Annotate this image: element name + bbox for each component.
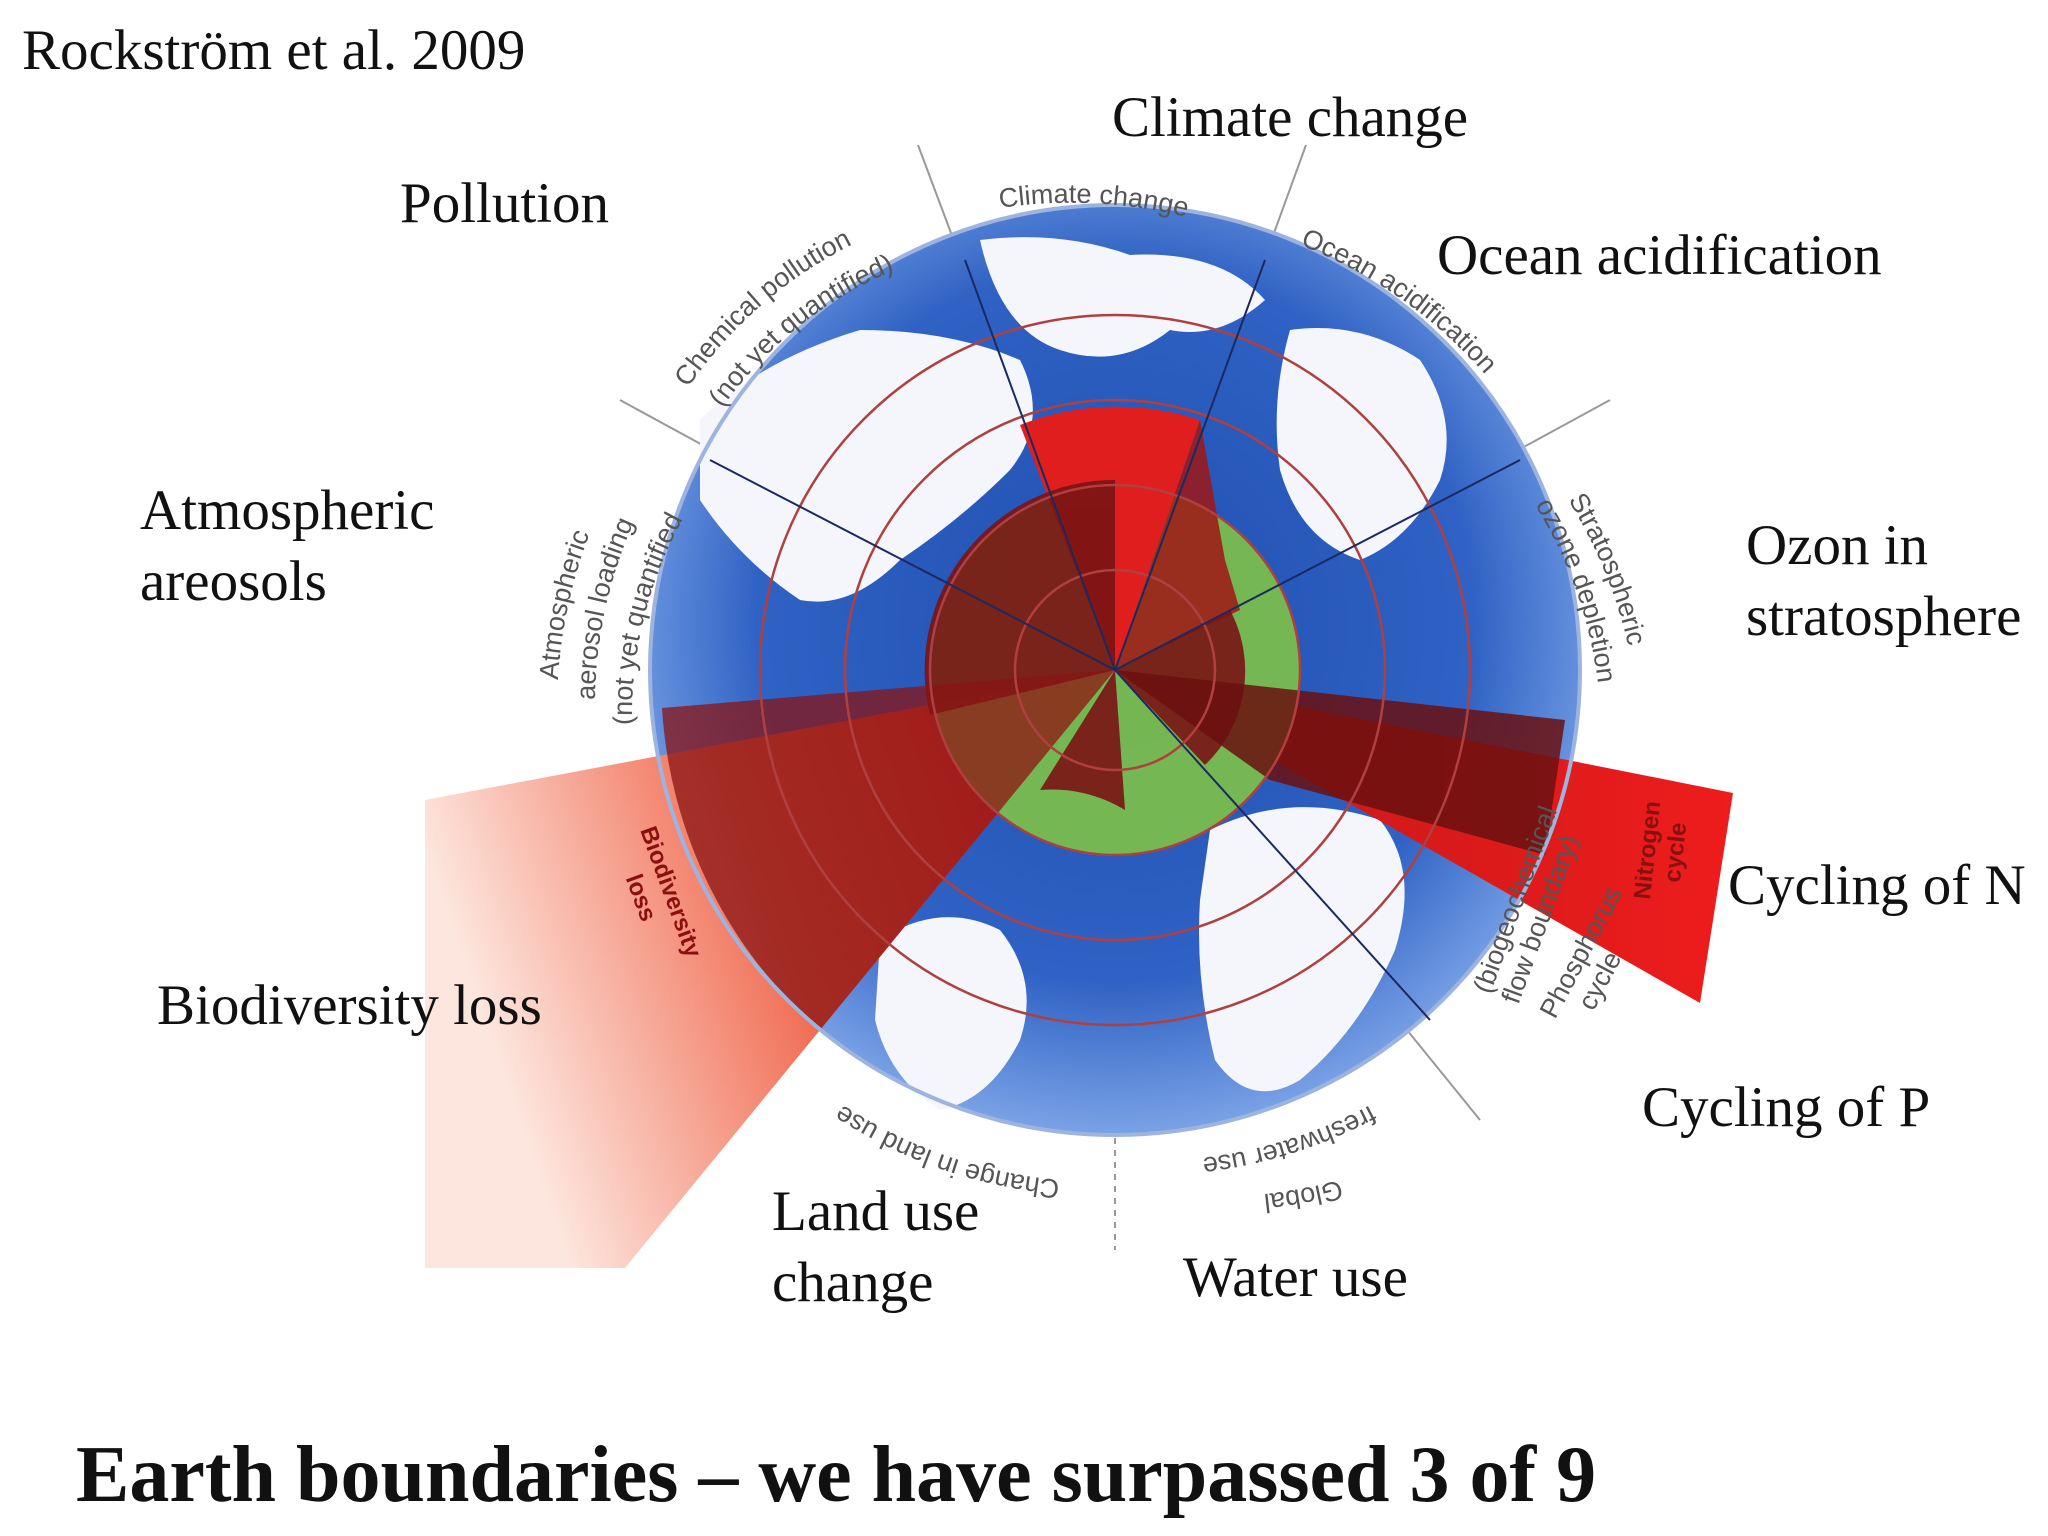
ring-label-nitrogen-2: cycle bbox=[1659, 821, 1692, 884]
label-cycling-n: Cycling of N bbox=[1728, 854, 2026, 917]
boundary-rings bbox=[758, 313, 1472, 1027]
land-masses bbox=[700, 237, 1447, 1110]
label-aerosols-line-2: areosols bbox=[140, 550, 327, 614]
label-water-use: Water use bbox=[1183, 1246, 1408, 1309]
label-ozone-line-1: Ozon in bbox=[1746, 514, 1929, 577]
label-land-use-change: Land use change bbox=[772, 1176, 979, 1319]
label-ocean-acidification: Ocean acidification bbox=[1437, 224, 1882, 287]
label-cycling-p: Cycling of P bbox=[1642, 1076, 1931, 1139]
label-landuse-line-1: Land use bbox=[772, 1180, 980, 1243]
label-landuse-line-2: change bbox=[772, 1251, 934, 1315]
label-ozone-line-2: stratosphere bbox=[1746, 585, 2022, 649]
label-climate-change: Climate change bbox=[1112, 86, 1469, 149]
citation: Rockström et al. 2009 bbox=[22, 19, 526, 82]
label-aerosols-line-1: Atmospheric bbox=[140, 479, 435, 542]
headline: Earth boundaries – we have surpassed 3 o… bbox=[76, 1431, 1597, 1519]
label-ozone: Ozon in stratosphere bbox=[1746, 510, 2021, 653]
ring-label-water-1: Global bbox=[1263, 1174, 1346, 1218]
label-biodiversity-loss: Biodiversity loss bbox=[157, 974, 542, 1037]
label-atmospheric-aerosols: Atmospheric areosols bbox=[140, 475, 434, 618]
label-pollution: Pollution bbox=[400, 172, 610, 235]
